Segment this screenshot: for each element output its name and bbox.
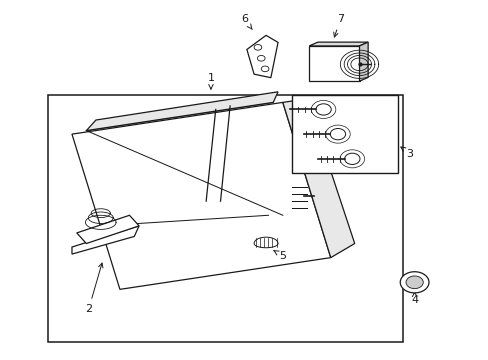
Text: 3: 3 xyxy=(400,147,412,158)
Bar xyxy=(292,95,397,173)
Circle shape xyxy=(329,129,345,140)
Bar xyxy=(308,46,359,81)
Text: 6: 6 xyxy=(241,14,252,30)
Polygon shape xyxy=(86,92,278,131)
Polygon shape xyxy=(72,226,139,254)
Text: 1: 1 xyxy=(207,73,214,89)
Circle shape xyxy=(405,276,423,289)
Bar xyxy=(48,95,402,342)
Polygon shape xyxy=(282,99,354,258)
Circle shape xyxy=(315,104,330,115)
Circle shape xyxy=(254,45,261,50)
Text: 2: 2 xyxy=(85,263,103,314)
Circle shape xyxy=(257,55,264,61)
Text: 4: 4 xyxy=(410,292,417,305)
Polygon shape xyxy=(72,102,330,289)
Circle shape xyxy=(344,153,359,165)
Polygon shape xyxy=(359,42,367,81)
Polygon shape xyxy=(77,215,139,243)
Polygon shape xyxy=(254,237,278,248)
Polygon shape xyxy=(308,42,367,46)
Text: 7: 7 xyxy=(333,14,343,37)
Circle shape xyxy=(261,66,268,72)
Text: 5: 5 xyxy=(273,251,286,261)
Polygon shape xyxy=(246,35,278,78)
Circle shape xyxy=(399,272,428,293)
